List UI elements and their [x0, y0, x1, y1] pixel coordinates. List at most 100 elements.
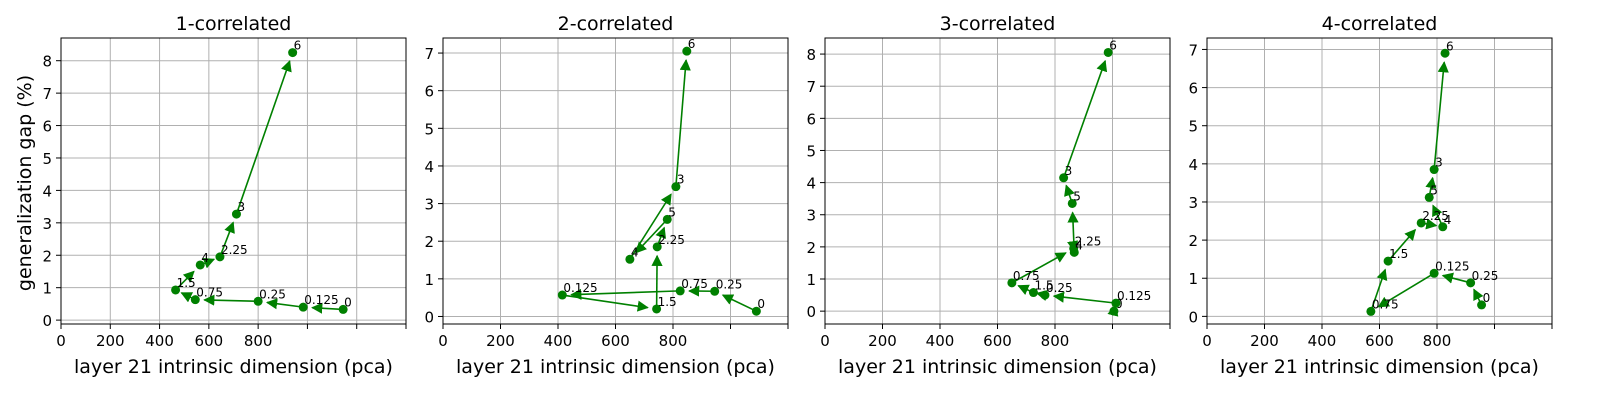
data-point-label: 6: [688, 37, 696, 51]
data-point-label: 1.5: [1389, 247, 1408, 261]
data-point: [1438, 222, 1448, 232]
y-tick-label: 1: [424, 271, 434, 289]
x-tick-label: 800: [244, 332, 273, 350]
y-tick-label: 4: [1188, 156, 1198, 174]
data-point: [1028, 288, 1038, 298]
y-tick-label: 2: [1188, 232, 1198, 250]
data-point: [1440, 48, 1450, 58]
chart-title: 1-correlated: [176, 13, 292, 35]
axes-frame: [1206, 37, 1553, 325]
trajectory-arrow: [235, 60, 292, 215]
data-point: [1383, 256, 1393, 266]
data-point: [231, 209, 241, 219]
y-tick-label: 0: [424, 308, 434, 326]
data-point-label: 3: [1435, 156, 1443, 170]
data-point: [1424, 192, 1434, 202]
data-point: [682, 46, 692, 56]
trajectory-arrow: [675, 59, 691, 187]
data-point: [1429, 165, 1439, 175]
trajectory-arrow: [1433, 61, 1449, 170]
trajectory-arrow: [219, 221, 235, 258]
data-point: [1477, 300, 1487, 310]
x-tick-label: 200: [486, 332, 515, 350]
trajectory-arrow: [635, 218, 668, 254]
trajectory-arrow: [1387, 228, 1417, 262]
y-tick-label: 5: [42, 150, 52, 168]
data-point-label: 0.75: [1013, 269, 1040, 283]
y-tick-label: 7: [1188, 41, 1198, 59]
x-tick-label: 600: [983, 332, 1012, 350]
data-point-label: 0.25: [716, 277, 743, 291]
trajectory-arrow: [1062, 59, 1108, 179]
x-tick-label: 400: [926, 332, 955, 350]
y-tick-label: 0: [42, 312, 52, 330]
y-tick-label: 3: [424, 196, 434, 214]
data-point-label: 4: [201, 251, 209, 265]
data-point-label: 4: [631, 245, 639, 259]
axes-frame: [60, 37, 407, 325]
x-tick-label: 0: [438, 332, 448, 350]
trajectory-arrow: [1052, 291, 1117, 304]
trajectory-arrow: [1011, 252, 1067, 284]
chart-panel-4: 0 200 400 600 800 0 1 2 3 4 5 6 7 4-correlated layer 2…: [1188, 13, 1553, 378]
data-point-label: 6: [1109, 38, 1117, 52]
data-point-label: 2.25: [1075, 234, 1102, 248]
data-point-label: 0.125: [563, 281, 597, 295]
x-tick-label: 800: [1041, 332, 1070, 350]
data-point: [652, 304, 662, 314]
trajectory-arrow: [1377, 272, 1435, 308]
y-tick-label: 0: [806, 303, 816, 321]
data-point-label: 4: [1075, 238, 1083, 252]
y-tick-label: 3: [42, 215, 52, 233]
data-point: [625, 254, 635, 264]
data-point-label: 0.125: [304, 293, 338, 307]
y-tick-label: 7: [424, 45, 434, 63]
trajectory-arrow: [562, 294, 649, 312]
trajectory-arrow: [629, 193, 672, 260]
data-point-label: 1.5: [1034, 279, 1053, 293]
x-tick-label: 800: [659, 332, 688, 350]
x-tick-label: 0: [56, 332, 66, 350]
data-point-label: 0.75: [1372, 297, 1399, 311]
y-tick-label: 7: [42, 85, 52, 103]
data-point-label: 0.25: [1046, 281, 1073, 295]
chart-panel-2: 0 200 400 600 800 0 1 2 3 4 5 6 7 2-correlated layer 2…: [424, 13, 789, 378]
data-point: [710, 286, 720, 296]
data-point: [1466, 278, 1476, 288]
x-tick-label: 400: [145, 332, 174, 350]
trajectory-arrow: [311, 302, 344, 314]
y-tick-label: 7: [806, 78, 816, 96]
trajectory-arrow: [1441, 272, 1471, 284]
data-point-label: 3: [237, 200, 245, 214]
x-tick-label: 400: [1308, 332, 1337, 350]
x-tick-label: 200: [96, 332, 125, 350]
y-tick-label: 3: [806, 207, 816, 225]
data-point-label: 0: [757, 297, 765, 311]
y-tick-label: 6: [806, 110, 816, 128]
chart-panel-1: 0 200 400 600 800 0 1 2 3 4 5 6 7 8 1-correlated layer …: [42, 13, 407, 378]
data-point-label: 0.75: [196, 286, 223, 300]
x-axis-label: layer 21 intrinsic dimension (pca): [74, 356, 393, 378]
y-tick-label: 3: [1188, 194, 1198, 212]
x-tick-label: 600: [195, 332, 224, 350]
axes-frame: [442, 37, 789, 325]
data-point: [1069, 247, 1079, 257]
data-point-label: 0: [344, 295, 352, 309]
data-point: [1059, 173, 1069, 183]
data-point: [298, 302, 308, 312]
x-tick-label: 600: [601, 332, 630, 350]
y-tick-label: 5: [806, 142, 816, 160]
data-point-label: 0.125: [1117, 289, 1151, 303]
data-point: [253, 296, 263, 306]
x-tick-label: 600: [1365, 332, 1394, 350]
trajectory-arrow: [570, 288, 681, 300]
trajectory-arrow: [203, 294, 259, 306]
data-point-label: 0.125: [1435, 259, 1469, 273]
data-point: [652, 242, 662, 252]
y-tick-label: 2: [42, 247, 52, 265]
y-tick-label: 4: [42, 182, 52, 200]
chart-title: 2-correlated: [558, 13, 674, 35]
data-point: [288, 48, 298, 58]
data-point-label: 4: [1444, 213, 1452, 227]
